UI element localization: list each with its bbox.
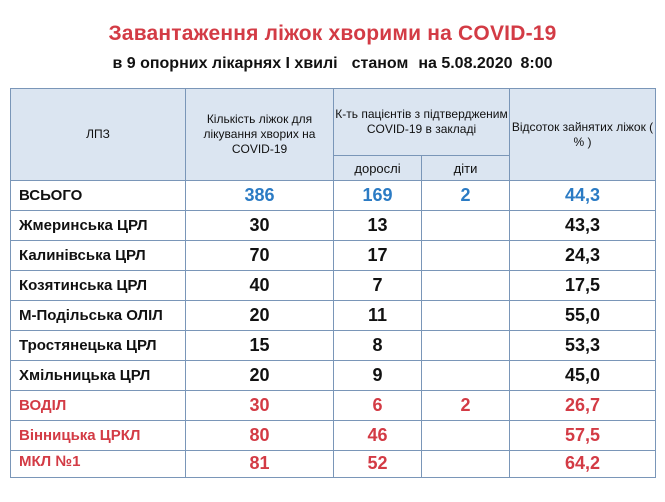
cell-children xyxy=(421,330,510,361)
subtitle-time: 8:00 xyxy=(520,55,553,72)
cell-name: Козятинська ЦРЛ xyxy=(10,270,186,301)
cell-name: Тростянецька ЦРЛ xyxy=(10,330,186,361)
cell-beds: 70 xyxy=(185,240,334,271)
cell-children xyxy=(421,240,510,271)
cell-adults: 8 xyxy=(333,330,422,361)
header-percent: Відсоток зайнятих ліжок ( % ) xyxy=(509,88,656,181)
cell-name: ВСЬОГО xyxy=(10,180,186,211)
table-row: ВОДІЛ 30 6 2 26,7 xyxy=(10,390,656,421)
cell-beds: 20 xyxy=(185,360,334,391)
page-title: Завантаження ліжок хворими на COVID-19 xyxy=(108,22,557,45)
subtitle-date: на 5.08.2020 xyxy=(418,55,513,72)
cell-beds: 30 xyxy=(185,390,334,421)
header-patients: К-ть пацієнтів з підтвердженим COVID-19 … xyxy=(333,88,510,156)
header-beds: Кількість ліжок для лікування хворих на … xyxy=(185,88,334,181)
table-row: Вінницька ЦРКЛ 80 46 57,5 xyxy=(10,420,656,451)
cell-name: ВОДІЛ xyxy=(10,390,186,421)
cell-adults: 169 xyxy=(333,180,422,211)
table-row: Тростянецька ЦРЛ 15 8 53,3 xyxy=(10,330,656,361)
cell-percent: 55,0 xyxy=(509,300,656,331)
cell-percent: 44,3 xyxy=(509,180,656,211)
cell-percent: 24,3 xyxy=(509,240,656,271)
subtitle-as-of: станом xyxy=(351,55,409,72)
cell-percent: 43,3 xyxy=(509,210,656,241)
cell-beds: 20 xyxy=(185,300,334,331)
header-lpz: ЛПЗ xyxy=(10,88,186,181)
cell-beds: 81 xyxy=(185,450,334,478)
header-children: діти xyxy=(421,155,510,181)
cell-adults: 13 xyxy=(333,210,422,241)
cell-adults: 9 xyxy=(333,360,422,391)
cell-children: 2 xyxy=(421,390,510,421)
cell-children xyxy=(421,300,510,331)
cell-children xyxy=(421,450,510,478)
cell-adults: 17 xyxy=(333,240,422,271)
cell-adults: 11 xyxy=(333,300,422,331)
bed-occupancy-table: ЛПЗ Кількість ліжок для лікування хворих… xyxy=(10,88,656,478)
table-row-total: ВСЬОГО 386 169 2 44,3 xyxy=(10,180,656,211)
cell-beds: 386 xyxy=(185,180,334,211)
table-row: Калинівська ЦРЛ 70 17 24,3 xyxy=(10,240,656,271)
header-adults: дорослі xyxy=(333,155,422,181)
cell-beds: 15 xyxy=(185,330,334,361)
cell-percent: 57,5 xyxy=(509,420,656,451)
cell-name: Вінницька ЦРКЛ xyxy=(10,420,186,451)
cell-percent: 53,3 xyxy=(509,330,656,361)
cell-name: Хмільницька ЦРЛ xyxy=(10,360,186,391)
cell-children xyxy=(421,420,510,451)
cell-beds: 80 xyxy=(185,420,334,451)
cell-percent: 17,5 xyxy=(509,270,656,301)
table-row: МКЛ №1 81 52 64,2 xyxy=(10,450,656,478)
cell-name: Жмеринська ЦРЛ xyxy=(10,210,186,241)
table-row: Хмільницька ЦРЛ 20 9 45,0 xyxy=(10,360,656,391)
cell-children: 2 xyxy=(421,180,510,211)
cell-children xyxy=(421,270,510,301)
cell-percent: 64,2 xyxy=(509,450,656,478)
table-row: Жмеринська ЦРЛ 30 13 43,3 xyxy=(10,210,656,241)
cell-name: МКЛ №1 xyxy=(10,450,186,478)
table-row: Козятинська ЦРЛ 40 7 17,5 xyxy=(10,270,656,301)
cell-beds: 40 xyxy=(185,270,334,301)
cell-percent: 45,0 xyxy=(509,360,656,391)
table-row: М-Подільська ОЛІЛ 20 11 55,0 xyxy=(10,300,656,331)
cell-name: Калинівська ЦРЛ xyxy=(10,240,186,271)
cell-adults: 7 xyxy=(333,270,422,301)
cell-children xyxy=(421,210,510,241)
cell-beds: 30 xyxy=(185,210,334,241)
cell-percent: 26,7 xyxy=(509,390,656,421)
cell-adults: 6 xyxy=(333,390,422,421)
cell-adults: 52 xyxy=(333,450,422,478)
cell-name: М-Подільська ОЛІЛ xyxy=(10,300,186,331)
cell-adults: 46 xyxy=(333,420,422,451)
cell-children xyxy=(421,360,510,391)
subtitle-hospitals: в 9 опорних лікарнях І хвилі xyxy=(112,55,338,72)
page-subtitle: в 9 опорних лікарнях І хвилі станом на 5.0… xyxy=(0,55,665,73)
